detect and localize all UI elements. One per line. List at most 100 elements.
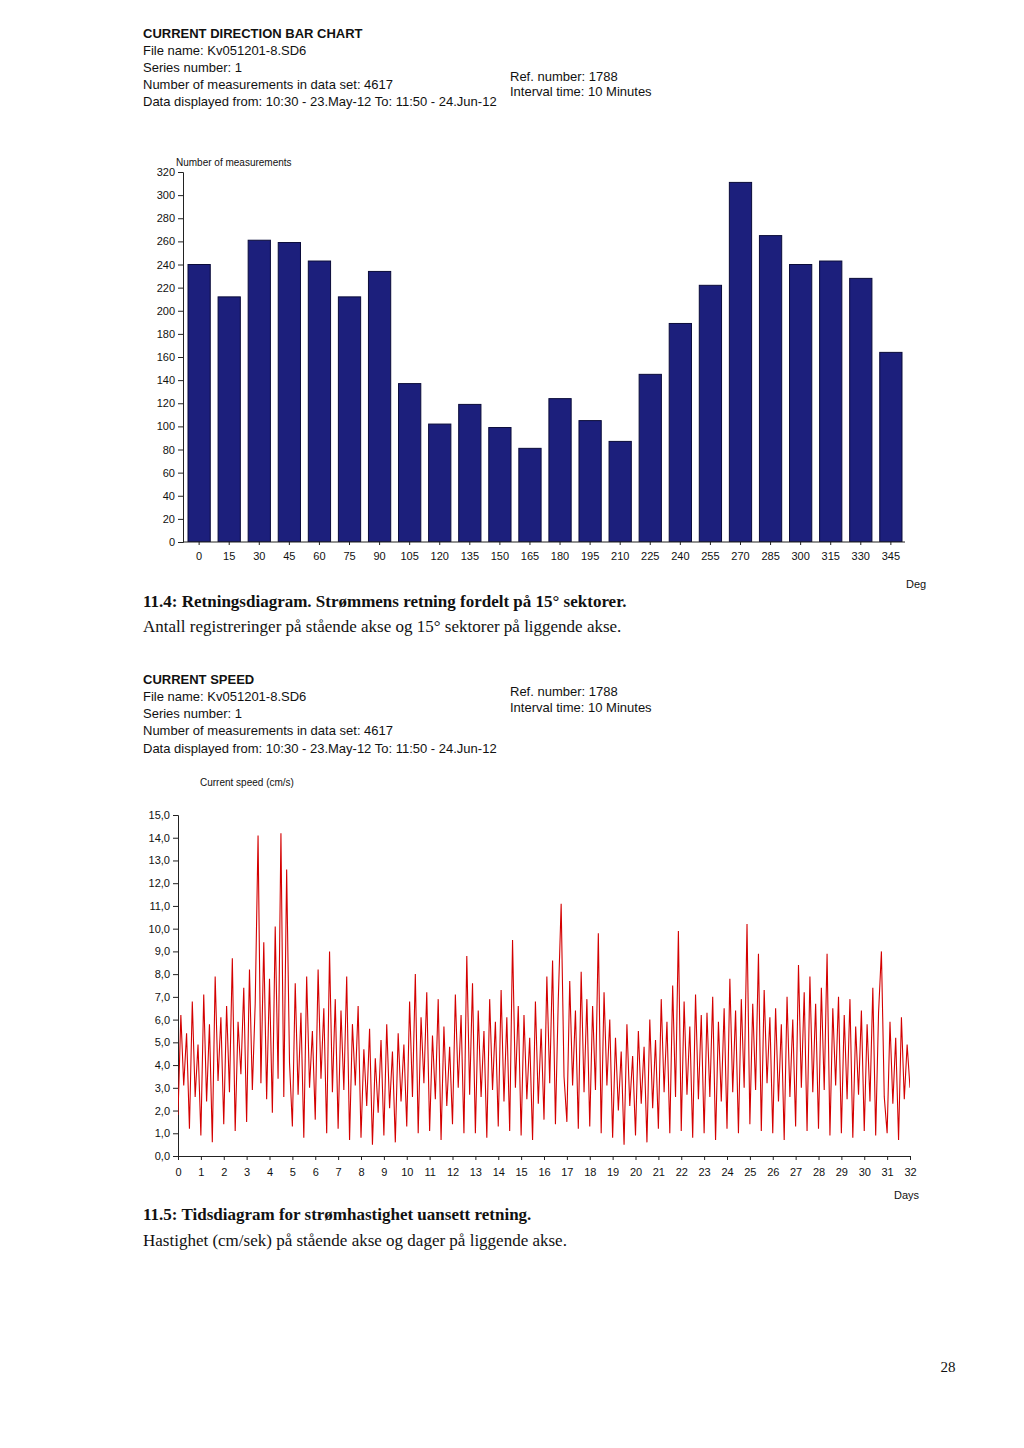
y-tick-label: 10,0: [149, 923, 170, 935]
y-tick-mark: [178, 357, 183, 358]
x-tick: 1: [198, 1156, 204, 1178]
y-tick: 60: [163, 467, 183, 479]
figure-caption-text: Antall registreringer på stående akse og…: [143, 617, 621, 636]
x-tick-label: 8: [358, 1166, 364, 1178]
y-tick: 1,0: [155, 1127, 178, 1139]
page-number: 28: [941, 1359, 956, 1375]
x-tick-label: 6: [313, 1166, 319, 1178]
y-tick: 280: [157, 212, 183, 224]
x-tick: 210: [611, 542, 629, 562]
x-tick-label: 2: [221, 1166, 227, 1178]
x-tick-mark: [819, 1156, 820, 1160]
y-tick: 0: [169, 536, 183, 548]
bar: [248, 240, 270, 542]
axis-line: [179, 1157, 911, 1161]
y-tick-mark: [178, 542, 183, 543]
x-tick: 11: [424, 1156, 435, 1178]
y-tick-mark: [178, 519, 183, 520]
x-tick: 300: [791, 542, 809, 562]
x-axis-title: Days: [894, 1189, 920, 1201]
x-tick-label: 27: [790, 1166, 802, 1178]
x-tick-label: 75: [343, 550, 355, 562]
x-tick: 16: [538, 1156, 550, 1178]
chart-title: CURRENT SPEED: [143, 672, 254, 687]
x-tick-mark: [439, 542, 440, 545]
x-tick-label: 60: [313, 550, 325, 562]
x-tick-label: 225: [641, 550, 659, 562]
y-tick-mark: [173, 815, 178, 816]
x-tick-label: 4: [267, 1166, 273, 1178]
x-tick: 23: [699, 1156, 711, 1178]
axis-line: [183, 542, 905, 543]
x-tick-label: 135: [461, 550, 479, 562]
series: [178, 833, 910, 1144]
x-tick: 315: [822, 542, 840, 562]
y-tick: 140: [157, 374, 183, 386]
x-tick-mark: [650, 542, 651, 545]
x-tick: 0: [175, 1156, 181, 1178]
x-tick: 22: [676, 1156, 688, 1178]
y-tick: 14,0: [149, 832, 178, 844]
x-tick-label: 10: [401, 1166, 413, 1178]
x-tick: 105: [400, 542, 418, 562]
y-tick-label: 12,0: [149, 877, 170, 889]
y-tick-label: 140: [157, 374, 175, 386]
x-tick-mark: [680, 542, 681, 545]
x-tick-mark: [773, 1156, 774, 1160]
y-tick-label: 180: [157, 328, 175, 340]
bar: [338, 297, 360, 542]
x-tick: 2: [221, 1156, 227, 1178]
x-tick: 3: [244, 1156, 250, 1178]
x-tick: 330: [852, 542, 870, 562]
x-tick: 195: [581, 542, 599, 562]
x-tick: 17: [561, 1156, 573, 1178]
x-tick-mark: [289, 542, 290, 545]
y-tick-mark: [173, 951, 178, 952]
y-tick-label: 100: [157, 420, 175, 432]
chart-info: Series number: 1: [143, 60, 242, 75]
y-tick-mark: [178, 450, 183, 451]
x-tick-mark: [338, 1156, 339, 1160]
x-tick: 150: [491, 542, 509, 562]
x-axis: 0123456789101112131415161718192021222324…: [175, 1156, 916, 1178]
page: CURRENT DIRECTION BAR CHARTFile name: Kv…: [0, 0, 1024, 1448]
y-tick: 160: [157, 351, 183, 363]
bar: [820, 261, 842, 542]
x-tick-mark: [830, 542, 831, 545]
x-tick-label: 29: [836, 1166, 848, 1178]
x-tick-mark: [544, 1156, 545, 1160]
x-tick-label: 195: [581, 550, 599, 562]
y-tick: 220: [157, 282, 183, 294]
y-tick-mark: [178, 496, 183, 497]
y-tick: 8,0: [155, 968, 178, 980]
y-tick: 100: [157, 420, 183, 432]
bar: [579, 421, 601, 542]
y-tick: 10,0: [149, 923, 178, 935]
x-tick: 14: [493, 1156, 505, 1178]
x-tick-mark: [590, 1156, 591, 1160]
bar: [489, 428, 511, 542]
x-tick-label: 330: [852, 550, 870, 562]
x-tick: 120: [431, 542, 449, 562]
x-tick: 6: [313, 1156, 319, 1178]
x-tick: 29: [836, 1156, 848, 1178]
x-tick-mark: [529, 542, 530, 545]
y-tick-label: 280: [157, 212, 175, 224]
y-tick-label: 15,0: [149, 809, 170, 821]
x-tick: 18: [584, 1156, 596, 1178]
x-tick-mark: [521, 1156, 522, 1160]
x-tick-mark: [292, 1156, 293, 1160]
x-tick-label: 21: [653, 1166, 665, 1178]
x-axis: 0153045607590105120135150165180195210225…: [183, 542, 905, 562]
x-tick-label: 19: [607, 1166, 619, 1178]
y-tick: 320: [157, 166, 183, 178]
x-tick-label: 16: [538, 1166, 550, 1178]
x-tick-mark: [710, 542, 711, 545]
x-tick-mark: [636, 1156, 637, 1160]
x-tick: 24: [721, 1156, 733, 1178]
x-tick-mark: [567, 1156, 568, 1160]
x-tick: 180: [551, 542, 569, 562]
y-tick-mark: [173, 1156, 178, 1157]
x-tick-label: 14: [493, 1166, 505, 1178]
y-tick: 12,0: [149, 877, 178, 889]
